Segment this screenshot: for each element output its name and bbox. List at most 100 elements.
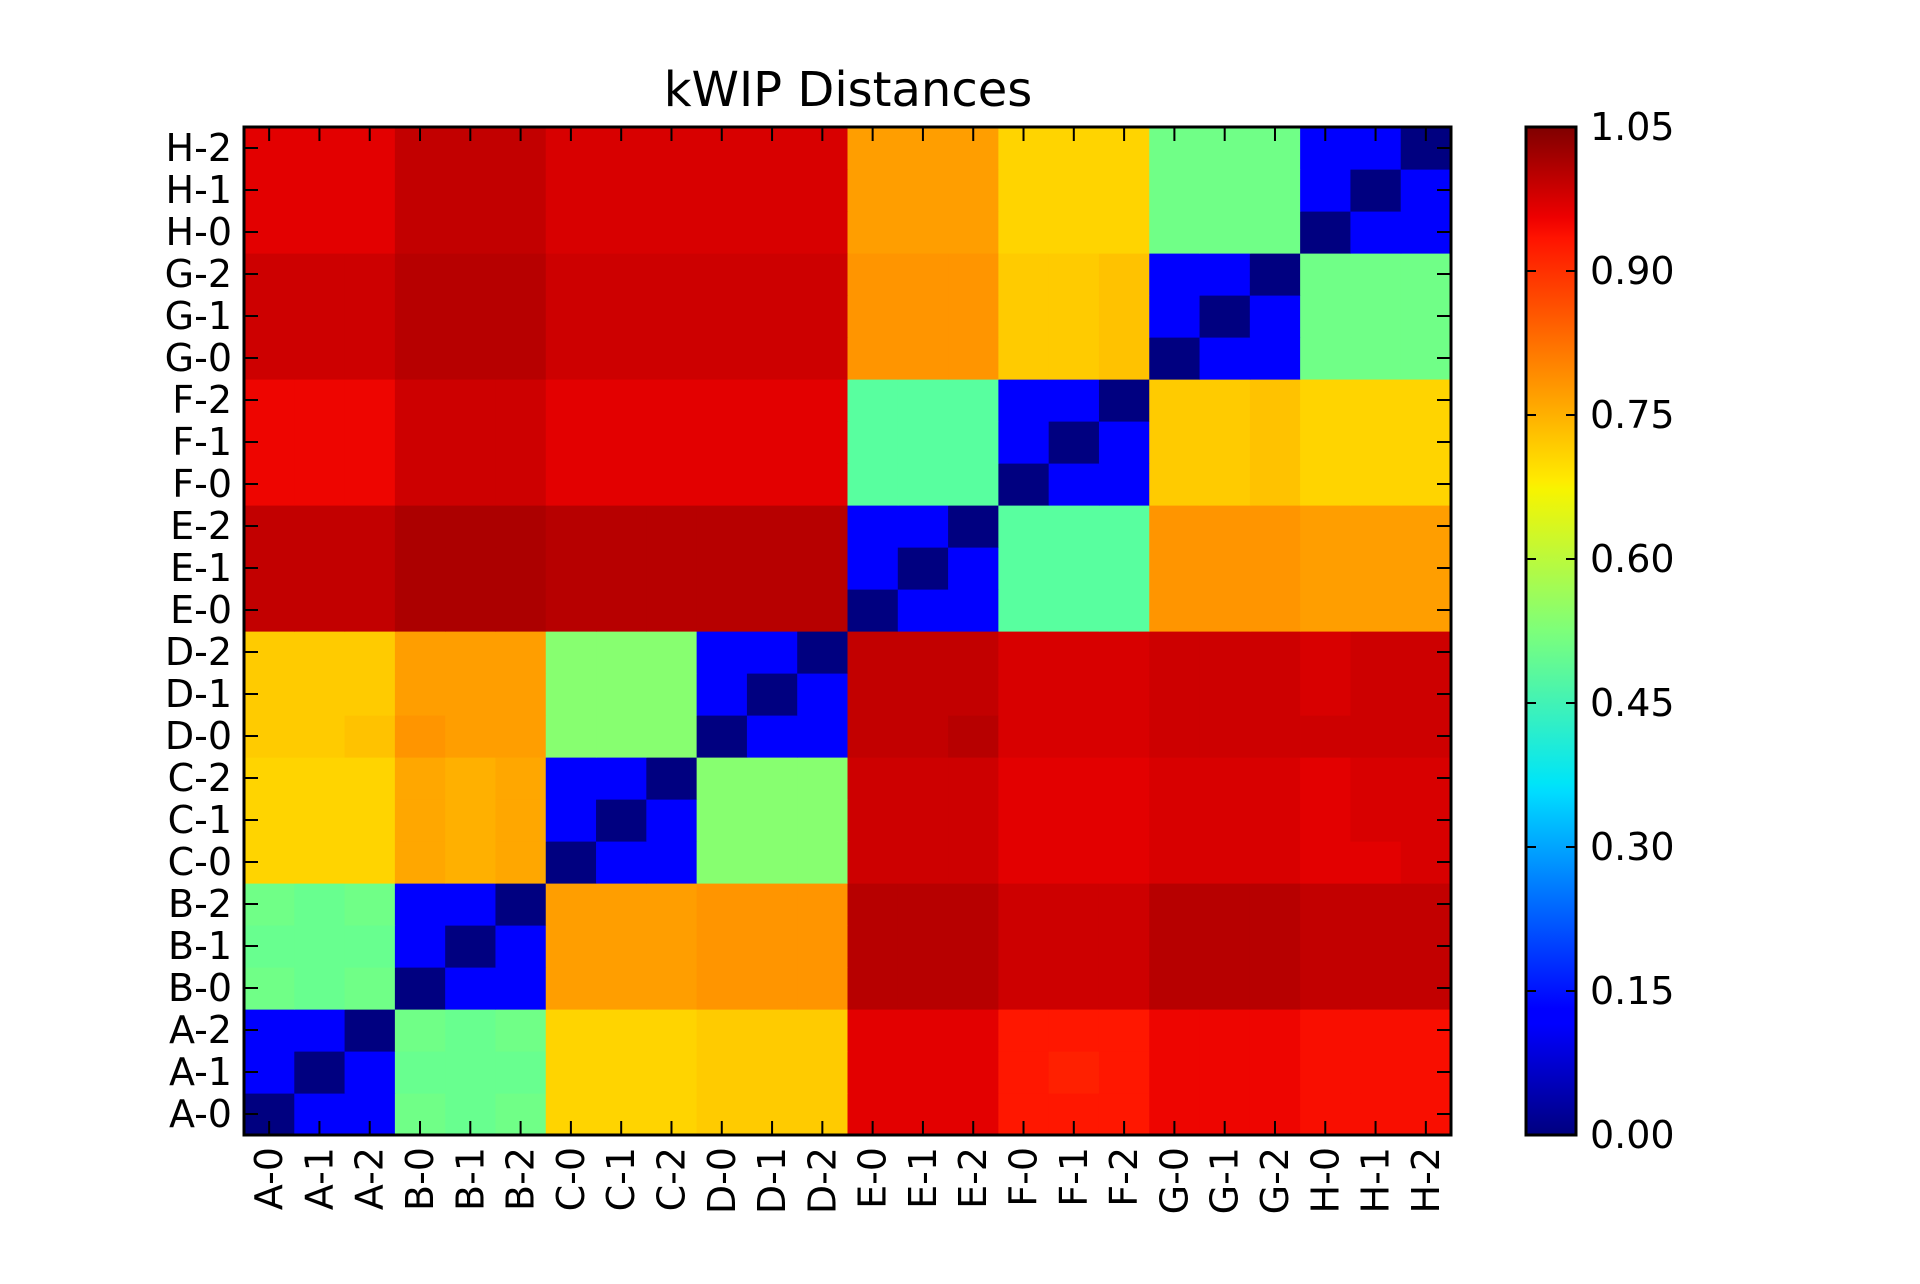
heatmap-cell [1098,505,1150,548]
heatmap-cell [948,589,999,632]
heatmap-cell [344,1051,396,1094]
heatmap-cell [545,883,597,926]
heatmap-cell [394,463,446,506]
y-tick-label: H-1 [166,168,232,212]
heatmap-cell [1149,463,1201,506]
heatmap-cell [294,589,346,632]
heatmap-cell [495,715,547,758]
x-tick-label: C-0 [549,1147,593,1211]
heatmap-cell [344,169,396,212]
heatmap-cell [696,421,748,464]
heatmap-cell [696,799,748,842]
heatmap-cell [797,967,849,1010]
heatmap-cell [545,211,597,254]
heatmap-cell [948,799,999,842]
x-tick-label: A-1 [297,1147,341,1210]
heatmap-cell [545,799,597,842]
colorbar-tick-label: 0.60 [1590,537,1675,581]
heatmap-cell [897,967,949,1010]
heatmap-cell [1350,421,1402,464]
heatmap-cell [897,337,949,380]
heatmap-cell [1199,547,1251,590]
heatmap-cell [646,337,698,380]
heatmap-cell [1249,757,1301,800]
heatmap-cell [445,337,497,380]
colorbar: 0.00 0.15 0.30 0.45 0.60 0.75 0.90 1.05 [1524,105,1675,1157]
heatmap-cell [596,463,647,506]
heatmap-cell [998,673,1050,716]
heatmap-cell [897,295,949,338]
heatmap-cell [646,589,698,632]
heatmap-cells [244,127,1452,1136]
heatmap-cell [1199,925,1251,968]
heatmap-cell [394,337,446,380]
x-tick-label: D-0 [700,1147,744,1214]
heatmap-cell [696,463,748,506]
heatmap-cell [897,715,949,758]
heatmap-cell [797,925,849,968]
heatmap-cell [294,631,346,674]
heatmap-cell [1300,337,1352,380]
heatmap-cell [998,925,1050,968]
heatmap-cell [545,169,597,212]
heatmap-cell [1199,337,1251,380]
heatmap-cell [948,337,999,380]
heatmap-cell [797,1009,849,1052]
heatmap-cell [1149,715,1201,758]
heatmap-cell [998,463,1050,506]
heatmap-cell [1048,841,1100,884]
heatmap-cell [1350,841,1402,884]
heatmap-cell [897,757,949,800]
heatmap-cell [696,1009,748,1052]
heatmap-cell [847,1051,899,1094]
heatmap-cell [545,757,597,800]
heatmap-cell [646,1009,698,1052]
heatmap-cell [344,211,396,254]
heatmap-cell [897,421,949,464]
heatmap-cell [646,379,698,422]
heatmap-cell [696,673,748,716]
y-tick-label: D-1 [165,672,232,716]
y-tick-label: D-2 [165,630,232,674]
heatmap-cell [948,421,999,464]
heatmap-cell [1149,925,1201,968]
x-tick-label: F-1 [1052,1147,1096,1207]
heatmap-cell [1048,757,1100,800]
heatmap-cell [344,295,396,338]
heatmap-cell [998,169,1050,212]
heatmap-cell [746,463,798,506]
heatmap-cell [696,379,748,422]
heatmap-cell [445,589,497,632]
heatmap-cell [1300,421,1352,464]
heatmap-cell [495,967,547,1010]
heatmap-cell [696,757,748,800]
heatmap-cell [847,757,899,800]
heatmap-cell [1350,883,1402,926]
heatmap-cell [394,547,446,590]
heatmap-cell [1149,295,1201,338]
heatmap-cell [445,295,497,338]
heatmap-cell [1350,379,1402,422]
x-tick-label: B-0 [398,1147,442,1211]
heatmap-cell [998,505,1050,548]
heatmap-cell [1048,673,1100,716]
heatmap-cell [1098,883,1150,926]
heatmap-cell [797,631,849,674]
heatmap-cell [646,799,698,842]
y-tick-label: H-0 [166,210,232,254]
heatmap-cell [495,379,547,422]
heatmap-cell [394,253,446,296]
heatmap-cell [445,799,497,842]
heatmap-cell [1350,337,1402,380]
heatmap-cell [948,169,999,212]
heatmap-cell [495,1009,547,1052]
heatmap-cell [294,673,346,716]
heatmap-cell [646,967,698,1010]
x-tick-label: B-2 [499,1147,543,1211]
heatmap-cell [545,253,597,296]
heatmap-cell [1350,715,1402,758]
heatmap-cell [294,169,346,212]
heatmap-cell [1249,253,1301,296]
heatmap-cell [1350,211,1402,254]
heatmap-cell [847,169,899,212]
